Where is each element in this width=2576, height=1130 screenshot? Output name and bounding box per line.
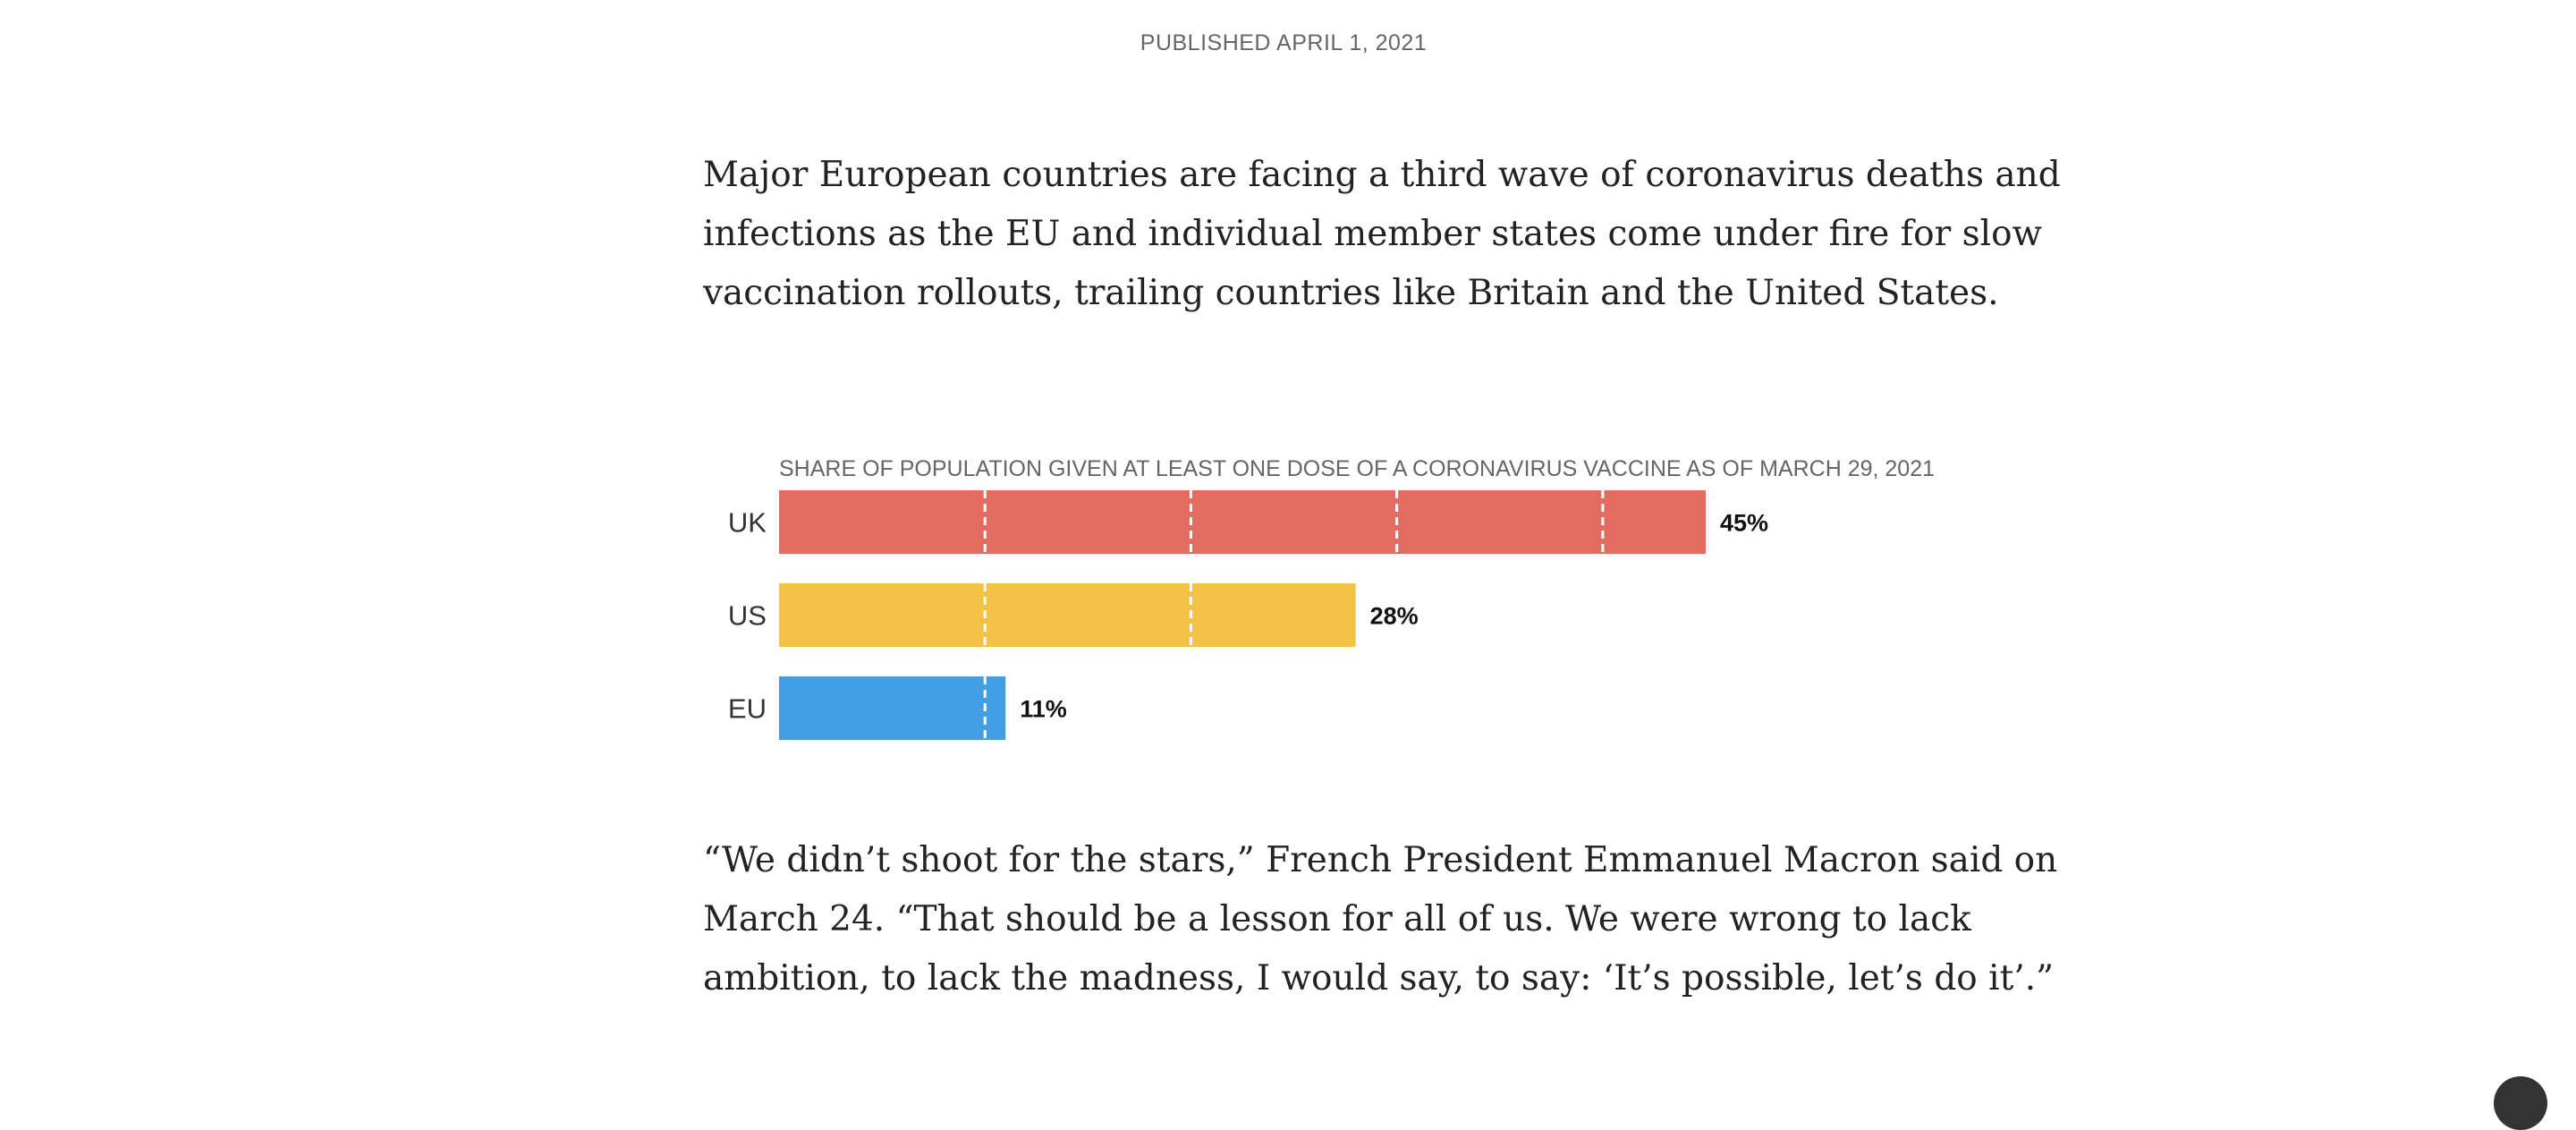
- paragraph-line: Major European countries are facing a th…: [703, 155, 2061, 195]
- scroll-top-button[interactable]: [2494, 1076, 2547, 1130]
- value-label-eu: 11%: [1020, 696, 1067, 723]
- published-date: PUBLISHED APRIL 1, 2021: [1140, 30, 1428, 55]
- paragraph-line: infections as the EU and individual memb…: [703, 214, 2043, 254]
- value-label-us: 28%: [1370, 603, 1419, 630]
- paragraph-line: vaccination rollouts, trailing countries…: [703, 273, 1999, 313]
- bar-eu: [779, 676, 1006, 740]
- value-label-uk: 45%: [1720, 510, 1768, 537]
- category-label-uk: UK: [728, 507, 767, 539]
- paragraph-line: “We didn’t shoot for the stars,” French …: [703, 840, 2058, 880]
- chart-title: SHARE OF POPULATION GIVEN AT LEAST ONE D…: [779, 456, 1936, 481]
- paragraph-line: ambition, to lack the madness, I would s…: [703, 958, 2055, 998]
- paragraph-line: March 24. “That should be a lesson for a…: [703, 899, 1971, 939]
- article-paragraph-2: “We didn’t shoot for the stars,” French …: [703, 831, 2058, 1008]
- bar-us: [779, 583, 1356, 647]
- category-label-eu: EU: [728, 693, 767, 725]
- bar-uk: [779, 490, 1706, 554]
- article-paragraph-1: Major European countries are facing a th…: [703, 146, 2061, 323]
- category-label-us: US: [728, 600, 767, 632]
